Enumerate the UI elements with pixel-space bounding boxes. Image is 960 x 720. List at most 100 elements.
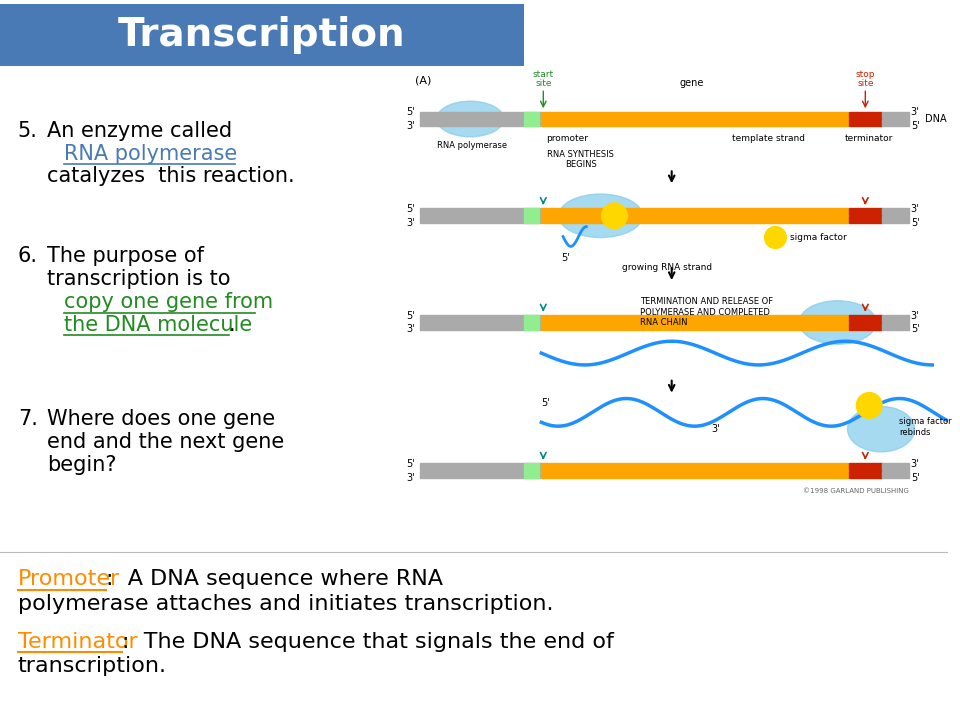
- Text: start
site: start site: [533, 70, 554, 89]
- Bar: [882, 208, 909, 215]
- Bar: [541, 323, 848, 330]
- Bar: [882, 471, 909, 478]
- Text: gene: gene: [680, 78, 704, 89]
- Bar: [850, 471, 882, 478]
- Text: RNA polymerase: RNA polymerase: [437, 140, 507, 150]
- Bar: [541, 120, 848, 127]
- Text: 5': 5': [406, 459, 415, 469]
- Ellipse shape: [848, 406, 915, 452]
- Bar: [541, 208, 848, 215]
- Text: :  A DNA sequence where RNA: : A DNA sequence where RNA: [106, 570, 443, 590]
- Text: 3': 3': [911, 204, 920, 214]
- Bar: [541, 315, 848, 322]
- Text: ©1998 GARLAND PUBLISHING: ©1998 GARLAND PUBLISHING: [803, 488, 909, 495]
- Text: 6.: 6.: [18, 246, 37, 266]
- Text: 3': 3': [911, 107, 920, 117]
- Text: 5': 5': [911, 217, 920, 228]
- Bar: [523, 112, 540, 119]
- Bar: [882, 315, 909, 322]
- Text: 5': 5': [911, 325, 920, 334]
- Text: 5': 5': [406, 310, 415, 320]
- Bar: [523, 323, 540, 330]
- Bar: [850, 463, 882, 470]
- Text: terminator: terminator: [845, 134, 894, 143]
- Text: the DNA molecule: the DNA molecule: [64, 315, 252, 335]
- Bar: [420, 463, 541, 470]
- Text: 3': 3': [406, 472, 415, 482]
- Text: 3': 3': [406, 325, 415, 334]
- Text: TERMINATION AND RELEASE OF
POLYMERASE AND COMPLETED
RNA CHAIN: TERMINATION AND RELEASE OF POLYMERASE AN…: [640, 297, 773, 328]
- Text: Promoter: Promoter: [18, 570, 120, 590]
- Text: transcription is to: transcription is to: [47, 269, 231, 289]
- Bar: [882, 463, 909, 470]
- Text: (A): (A): [415, 76, 431, 86]
- Text: polymerase attaches and initiates transcription.: polymerase attaches and initiates transc…: [18, 594, 553, 614]
- Text: sigma factor
rebinds: sigma factor rebinds: [899, 418, 951, 437]
- Text: stop
site: stop site: [855, 70, 876, 89]
- Text: 5': 5': [406, 204, 415, 214]
- Text: transcription.: transcription.: [18, 657, 167, 676]
- Text: begin?: begin?: [47, 455, 117, 474]
- Text: 5': 5': [406, 107, 415, 117]
- Text: :  The DNA sequence that signals the end of: : The DNA sequence that signals the end …: [123, 631, 614, 652]
- Bar: [882, 323, 909, 330]
- Bar: [420, 315, 541, 322]
- Text: template strand: template strand: [732, 134, 805, 143]
- Bar: [850, 315, 882, 322]
- Bar: [882, 112, 909, 119]
- Text: 3': 3': [711, 424, 720, 434]
- Text: 3': 3': [911, 459, 920, 469]
- Text: 5': 5': [911, 472, 920, 482]
- Text: 3': 3': [406, 217, 415, 228]
- Bar: [523, 208, 540, 215]
- Text: 3': 3': [911, 310, 920, 320]
- Bar: [420, 112, 541, 119]
- Bar: [420, 216, 541, 223]
- Text: copy one gene from: copy one gene from: [64, 292, 274, 312]
- Ellipse shape: [437, 102, 504, 137]
- Text: Terminator: Terminator: [18, 631, 137, 652]
- Text: Where does one gene: Where does one gene: [47, 410, 276, 429]
- Bar: [850, 120, 882, 127]
- Bar: [420, 120, 541, 127]
- Bar: [523, 463, 540, 470]
- Bar: [523, 471, 540, 478]
- Bar: [541, 216, 848, 223]
- Bar: [882, 216, 909, 223]
- Bar: [882, 120, 909, 127]
- Bar: [523, 216, 540, 223]
- Text: Transcription: Transcription: [118, 16, 405, 54]
- Text: 5': 5': [561, 253, 570, 264]
- Ellipse shape: [559, 194, 642, 238]
- Bar: [541, 463, 848, 470]
- Bar: [541, 471, 848, 478]
- Text: promoter: promoter: [546, 134, 588, 143]
- Text: sigma factor: sigma factor: [790, 233, 847, 242]
- Text: The purpose of: The purpose of: [47, 246, 204, 266]
- Bar: [420, 471, 541, 478]
- Text: RNA polymerase: RNA polymerase: [64, 144, 237, 163]
- Text: 5.: 5.: [18, 121, 37, 141]
- Bar: [850, 323, 882, 330]
- FancyBboxPatch shape: [0, 4, 523, 66]
- Circle shape: [602, 203, 627, 229]
- Bar: [523, 120, 540, 127]
- Text: RNA SYNTHESIS
BEGINS: RNA SYNTHESIS BEGINS: [547, 150, 614, 169]
- Text: An enzyme called: An enzyme called: [47, 121, 232, 141]
- Text: end and the next gene: end and the next gene: [47, 432, 285, 452]
- Text: 7.: 7.: [18, 410, 37, 429]
- Text: growing RNA strand: growing RNA strand: [622, 264, 712, 272]
- Bar: [850, 208, 882, 215]
- Bar: [541, 112, 848, 119]
- Circle shape: [856, 392, 882, 418]
- Bar: [420, 208, 541, 215]
- Text: catalyzes  this reaction.: catalyzes this reaction.: [47, 166, 295, 186]
- Circle shape: [764, 227, 786, 248]
- Text: 5': 5': [541, 398, 550, 408]
- Text: .: .: [229, 315, 236, 335]
- Text: DNA: DNA: [924, 114, 947, 124]
- Text: 3': 3': [406, 121, 415, 131]
- Bar: [850, 216, 882, 223]
- Text: 5': 5': [911, 121, 920, 131]
- Ellipse shape: [799, 301, 876, 344]
